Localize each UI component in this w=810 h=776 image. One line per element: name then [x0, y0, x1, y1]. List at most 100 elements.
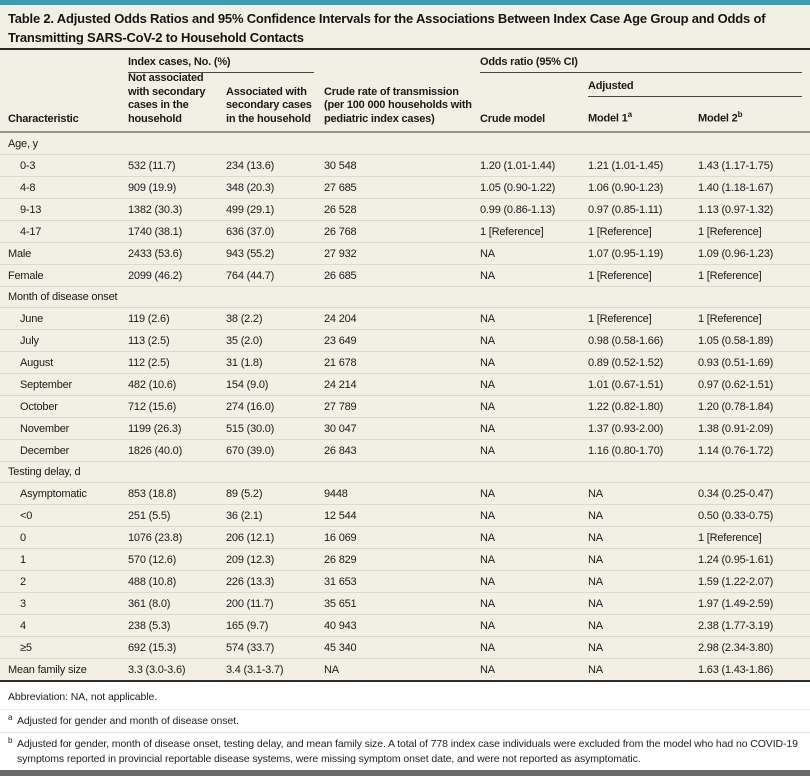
cell: 238 (5.3)	[128, 619, 171, 632]
cell: 1 [Reference]	[698, 312, 762, 325]
cell: NA	[480, 312, 495, 325]
cell: 670 (39.0)	[226, 444, 275, 457]
cell: 1.37 (0.93-2.00)	[588, 422, 664, 435]
cell: 499 (29.1)	[226, 203, 275, 216]
cell: 234 (13.6)	[226, 159, 275, 172]
cell: 38 (2.2)	[226, 312, 263, 325]
cell: 361 (8.0)	[128, 597, 171, 610]
cell: 853 (18.8)	[128, 487, 177, 500]
cell: 200 (11.7)	[226, 597, 274, 610]
table-row: 4-8 909 (19.9) 348 (20.3) 27 685 1.05 (0.90-…	[0, 176, 810, 198]
cell: 165 (9.7)	[226, 619, 269, 632]
cell: 89 (5.2)	[226, 487, 263, 500]
cell: NA	[480, 378, 495, 391]
cell: NA	[588, 531, 603, 544]
title-rule	[0, 48, 810, 51]
cell: NA	[588, 619, 603, 632]
table-row: December 1826 (40.0) 670 (39.0) 26 843 NA 1.1…	[0, 439, 810, 461]
cell: 251 (5.5)	[128, 509, 171, 522]
table-title: Table 2. Adjusted Odds Ratios and 95% Co…	[8, 11, 766, 45]
cell: 1.06 (0.90-1.23)	[588, 181, 664, 194]
footnote-divider	[0, 708, 810, 710]
cell: NA	[480, 663, 495, 676]
table-row: 2 488 (10.8) 226 (13.3) 31 653 NA NA 1.59 (1.2…	[0, 570, 810, 592]
cell: 1 [Reference]	[480, 225, 544, 238]
cell: 36 (2.1)	[226, 509, 263, 522]
cell: 692 (15.3)	[128, 641, 177, 654]
table-header: Characteristic Index cases, No. (%) Odds…	[0, 51, 810, 133]
table-row: 3 361 (8.0) 200 (11.7) 35 651 NA NA 1.97 (1.49…	[0, 592, 810, 614]
cell: NA	[588, 509, 603, 522]
table-row: Mean family size 3.3 (3.0-3.6) 3.4 (3.1-3.…	[0, 658, 810, 680]
cell: 0.97 (0.85-1.11)	[588, 203, 663, 216]
row-label: Asymptomatic	[20, 487, 87, 500]
cell: NA	[480, 269, 495, 282]
cell: NA	[480, 356, 495, 369]
row-label: 0	[20, 531, 26, 544]
cell: 1.43 (1.17-1.75)	[698, 159, 774, 172]
cell: 0.93 (0.51-1.69)	[698, 356, 774, 369]
cell: 1.01 (0.67-1.51)	[588, 378, 664, 391]
cell: 1.40 (1.18-1.67)	[698, 181, 774, 194]
cell: 1740 (38.1)	[128, 225, 183, 238]
cell: 1.24 (0.95-1.61)	[698, 553, 774, 566]
col-header-model-1: Model 1a	[588, 110, 698, 131]
row-label: ≥5	[20, 641, 32, 654]
cell: 1.21 (1.01-1.45)	[588, 159, 664, 172]
cell: NA	[480, 641, 495, 654]
cell: 119 (2.6)	[128, 312, 170, 325]
group-row: Age, y	[0, 133, 810, 154]
cell: 1076 (23.8)	[128, 531, 183, 544]
row-label: 3	[20, 597, 26, 610]
cell: 27 685	[324, 181, 357, 194]
abbreviation-note: Abbreviation: NA, not applicable.	[8, 691, 158, 703]
cell: NA	[480, 247, 495, 260]
row-label: Female	[8, 269, 44, 282]
cell: 1.09 (0.96-1.23)	[698, 247, 774, 260]
cell: 1.38 (0.91-2.09)	[698, 422, 774, 435]
cell: 31 (1.8)	[226, 356, 263, 369]
row-label: 9-13	[20, 203, 42, 216]
cell: 515 (30.0)	[226, 422, 275, 435]
cell: 45 340	[324, 641, 357, 654]
cell: 12 544	[324, 509, 357, 522]
cell: 23 649	[324, 334, 357, 347]
cell: NA	[480, 597, 495, 610]
cell: 113 (2.5)	[128, 334, 170, 347]
cell: NA	[588, 597, 603, 610]
cell: 943 (55.2)	[226, 247, 275, 260]
cell: NA	[480, 422, 495, 435]
cell: 482 (10.6)	[128, 378, 177, 391]
row-label: Male	[8, 247, 32, 260]
table-row: June 119 (2.6) 38 (2.2) 24 204 NA 1 [Referenc…	[0, 307, 810, 329]
table-row: Male 2433 (53.6) 943 (55.2) 27 932 NA 1.07 (0…	[0, 242, 810, 264]
cell: 1 [Reference]	[698, 531, 762, 544]
footnote-a-marker: a	[8, 712, 13, 722]
table-body: Age, y 0-3 532 (11.7) 234 (13.6) 30 548 1.20 …	[0, 133, 810, 682]
cell: NA	[480, 531, 495, 544]
cell: 206 (12.1)	[226, 531, 275, 544]
row-label: 2	[20, 575, 26, 588]
group-header-odds-ratio: Odds ratio (95% CI)	[480, 56, 802, 73]
cell: 24 204	[324, 312, 357, 325]
cell: 1.97 (1.49-2.59)	[698, 597, 774, 610]
cell: NA	[480, 619, 495, 632]
col-header-crude-rate: Crude rate of transmission (per 100 000 …	[324, 85, 472, 125]
table-row: July 113 (2.5) 35 (2.0) 23 649 NA 0.98 (0.58-…	[0, 329, 810, 351]
model-2-footnote-marker: b	[737, 109, 743, 119]
table-row: 4-17 1740 (38.1) 636 (37.0) 26 768 1 [Refere…	[0, 220, 810, 242]
row-label: 4	[20, 619, 26, 632]
cell: 1826 (40.0)	[128, 444, 183, 457]
row-label: October	[20, 400, 58, 413]
footnote-b-marker: b	[8, 736, 13, 746]
cell: 1 [Reference]	[588, 269, 652, 282]
table-row: 1 570 (12.6) 209 (12.3) 26 829 NA NA 1.24 (0.9…	[0, 548, 810, 570]
row-label: 0-3	[20, 159, 36, 172]
group-header-index-cases: Index cases, No. (%)	[128, 56, 314, 73]
cell: 1 [Reference]	[698, 269, 762, 282]
footnotes: Abbreviation: NA, not applicable. a Adju…	[0, 682, 810, 770]
cell: 21 678	[324, 356, 357, 369]
row-label: July	[20, 334, 39, 347]
table-row: September 482 (10.6) 154 (9.0) 24 214 NA 1.01…	[0, 373, 810, 395]
cell: 1.07 (0.95-1.19)	[588, 247, 664, 260]
